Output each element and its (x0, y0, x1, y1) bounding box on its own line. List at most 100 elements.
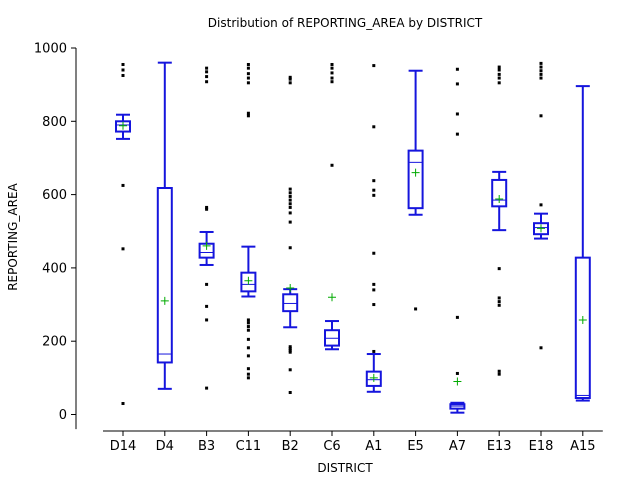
x-tick-label: A1 (365, 439, 382, 454)
outlier-point (288, 198, 292, 202)
mean-marker (453, 377, 462, 386)
outlier-point (246, 111, 250, 115)
x-tick-label: D14 (110, 439, 137, 454)
outlier-point (205, 80, 209, 84)
mean-marker (244, 276, 253, 285)
box-c6 (324, 62, 340, 351)
outlier-point (246, 72, 250, 76)
outlier-point (246, 337, 250, 341)
outlier-point (288, 246, 292, 250)
box-e18 (533, 61, 549, 350)
outlier-point (288, 347, 292, 351)
mean-marker (160, 296, 169, 305)
mean-marker (411, 168, 420, 177)
outlier-point (205, 318, 209, 322)
box-b2 (282, 75, 299, 395)
mean-marker (578, 315, 587, 324)
outlier-point (288, 220, 292, 224)
mean-marker (537, 224, 545, 233)
outlier-point (372, 251, 376, 255)
outlier-point (246, 62, 250, 66)
outlier-point (372, 282, 376, 286)
outlier-point (372, 188, 376, 192)
outlier-point (497, 65, 501, 69)
outlier-point (455, 82, 459, 86)
mean-marker (286, 284, 295, 293)
outlier-point (455, 112, 459, 116)
outlier-point (372, 349, 376, 353)
outlier-point (246, 318, 250, 322)
mean-marker (495, 194, 504, 203)
y-tick-label: 1000 (34, 42, 67, 57)
y-tick-label: 800 (42, 115, 67, 130)
outlier-point (205, 282, 209, 286)
x-tick-label: E5 (407, 439, 424, 454)
outlier-point (330, 71, 334, 75)
y-axis-title: REPORTING_AREA (6, 182, 20, 290)
box-e5 (407, 69, 424, 311)
outlier-point (288, 345, 292, 349)
iqr-box (407, 149, 424, 210)
outlier-point (205, 70, 209, 74)
outlier-point (497, 81, 501, 85)
iqr-box (156, 187, 173, 364)
outlier-point (121, 62, 125, 66)
box-c11 (240, 62, 257, 380)
chart-title: Distribution of REPORTING_AREA by DISTRI… (208, 16, 483, 30)
outlier-point (539, 114, 543, 118)
outlier-point (539, 76, 543, 80)
outlier-point (205, 304, 209, 308)
outlier-point (414, 307, 418, 311)
x-tick-label: B3 (198, 439, 215, 454)
box-a1 (365, 64, 382, 393)
outlier-point (246, 346, 250, 350)
outlier-point (330, 76, 334, 80)
outlier-point (246, 114, 250, 118)
outlier-point (288, 187, 292, 191)
outlier-point (288, 350, 292, 354)
outlier-point (288, 202, 292, 206)
outlier-point (455, 132, 459, 136)
mean-marker (369, 373, 378, 382)
y-tick-label: 200 (42, 335, 67, 350)
outlier-point (372, 303, 376, 307)
outlier-point (539, 61, 543, 65)
outlier-point (497, 72, 501, 76)
outlier-point (205, 207, 209, 211)
outlier-point (246, 321, 250, 325)
outlier-point (288, 194, 292, 198)
outlier-point (539, 69, 543, 73)
outlier-point (288, 75, 292, 79)
y-tick-label: 0 (59, 408, 67, 423)
outlier-point (288, 368, 292, 372)
outlier-point (372, 179, 376, 183)
iqr-box (574, 256, 591, 400)
outlier-point (372, 125, 376, 129)
x-tick-label: A15 (570, 439, 595, 454)
outlier-point (288, 205, 292, 209)
mean-marker (328, 293, 336, 302)
mean-marker (119, 121, 127, 130)
x-tick-label: E18 (529, 439, 554, 454)
outlier-point (121, 68, 125, 72)
outlier-point (288, 211, 292, 215)
outlier-point (497, 369, 501, 373)
outlier-point (497, 267, 501, 271)
outlier-point (246, 66, 250, 70)
outlier-point (246, 76, 250, 80)
outlier-point (246, 354, 250, 358)
y-tick-label: 600 (42, 188, 67, 203)
x-tick-label: A7 (449, 439, 466, 454)
outlier-point (246, 372, 250, 376)
x-tick-label: B2 (282, 439, 299, 454)
y-tick-label: 400 (42, 261, 67, 276)
outlier-point (330, 80, 334, 84)
outlier-point (121, 247, 125, 251)
outlier-point (121, 73, 125, 77)
x-tick-label: C11 (236, 439, 262, 454)
plot-area (115, 61, 591, 414)
x-axis-title: DISTRICT (317, 461, 373, 475)
box-a7 (449, 67, 466, 414)
x-tick-label: E13 (487, 439, 512, 454)
